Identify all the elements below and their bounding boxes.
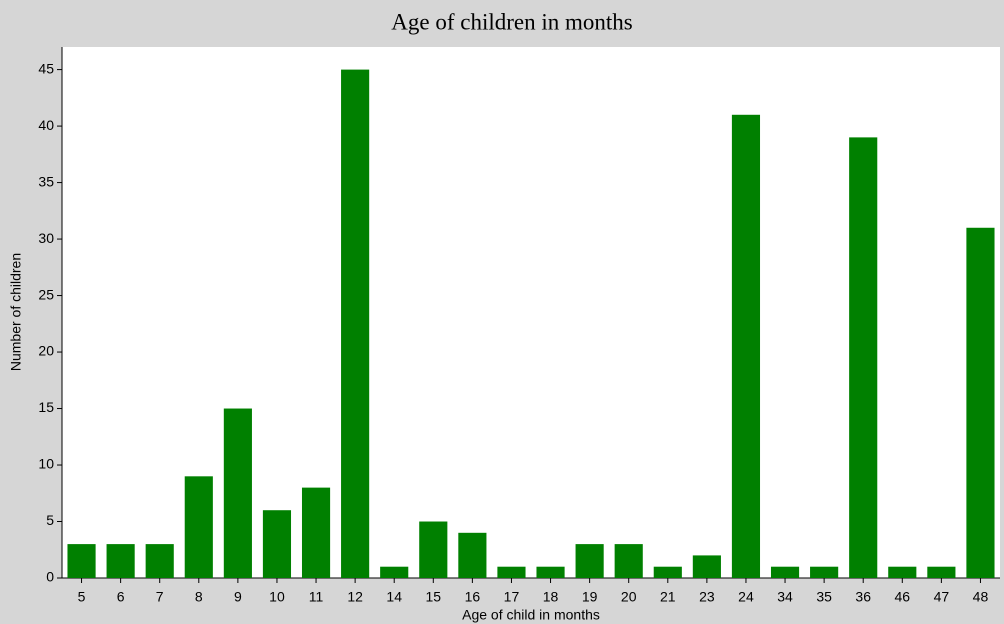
bar	[301, 487, 331, 578]
x-tick-label: 21	[660, 589, 676, 605]
x-tick-label: 12	[347, 589, 363, 605]
bar	[458, 532, 487, 578]
bar	[419, 521, 448, 578]
bar	[341, 69, 370, 579]
x-tick-label: 24	[738, 589, 754, 605]
bar	[966, 227, 995, 578]
x-tick-label: 19	[582, 589, 598, 605]
x-tick-label: 8	[195, 589, 203, 605]
bar	[184, 476, 213, 578]
y-tick-label: 20	[38, 343, 54, 359]
y-tick-label: 10	[38, 456, 54, 472]
bar	[380, 566, 409, 578]
bar	[927, 566, 956, 578]
x-tick-label: 36	[855, 589, 871, 605]
x-tick-label: 47	[934, 589, 950, 605]
x-tick-label: 23	[699, 589, 715, 605]
y-axis-label: Number of children	[8, 253, 24, 371]
y-tick-label: 5	[46, 512, 54, 528]
x-tick-label: 11	[309, 589, 324, 605]
x-tick-label: 16	[465, 589, 481, 605]
bar	[223, 408, 252, 578]
x-tick-label: 35	[816, 589, 832, 605]
x-tick-label: 34	[777, 589, 793, 605]
bar	[575, 544, 604, 578]
bar	[262, 510, 292, 578]
y-tick-label: 25	[38, 286, 54, 302]
chart-title: Age of children in months	[391, 9, 633, 34]
x-tick-label: 15	[426, 589, 442, 605]
x-tick-label: 14	[386, 589, 402, 605]
bar	[849, 137, 878, 578]
bar	[888, 566, 917, 578]
bar	[536, 566, 565, 578]
x-tick-label: 17	[504, 589, 520, 605]
bar	[497, 566, 526, 578]
y-tick-label: 40	[38, 117, 54, 133]
x-tick-label: 10	[269, 589, 285, 605]
bar	[67, 544, 96, 578]
bar	[810, 566, 839, 578]
x-tick-label: 46	[895, 589, 911, 605]
x-axis-label: Age of child in months	[462, 607, 600, 623]
bar	[770, 566, 800, 578]
bar	[614, 544, 643, 578]
x-tick-label: 9	[234, 589, 242, 605]
y-tick-label: 30	[38, 230, 54, 246]
x-tick-label: 18	[543, 589, 559, 605]
bar	[731, 114, 761, 578]
x-tick-label: 48	[973, 589, 989, 605]
plot-area	[62, 47, 1000, 578]
y-tick-label: 0	[46, 569, 54, 585]
bar	[653, 566, 682, 578]
y-tick-label: 45	[38, 60, 54, 76]
y-tick-label: 15	[38, 399, 54, 415]
x-tick-label: 6	[117, 589, 125, 605]
y-tick-label: 35	[38, 173, 54, 189]
bar	[106, 544, 135, 578]
x-tick-label: 5	[78, 589, 86, 605]
x-tick-label: 7	[156, 589, 164, 605]
x-tick-label: 20	[621, 589, 637, 605]
bar	[145, 544, 174, 578]
bar	[692, 555, 721, 578]
